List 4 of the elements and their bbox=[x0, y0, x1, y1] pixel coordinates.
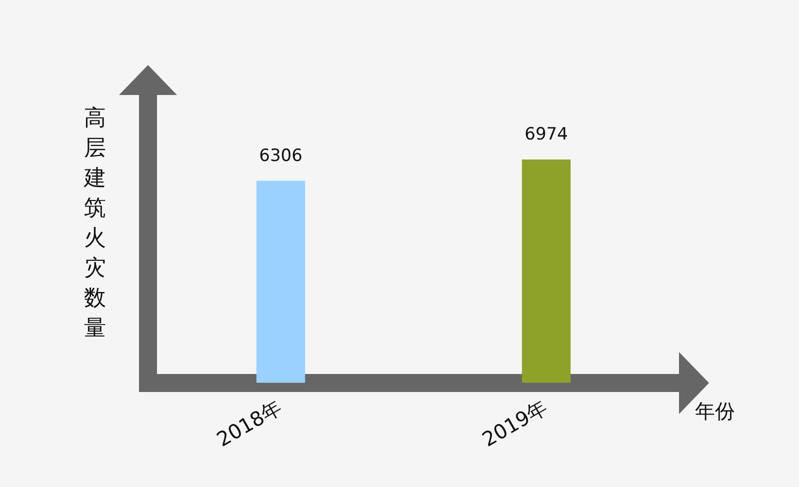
data-label: 6306 bbox=[259, 146, 302, 166]
y-axis-title: 高层建筑火灾数量 bbox=[84, 105, 107, 343]
data-label: 6974 bbox=[524, 124, 568, 145]
x-axis-title: 年份 bbox=[695, 398, 735, 425]
